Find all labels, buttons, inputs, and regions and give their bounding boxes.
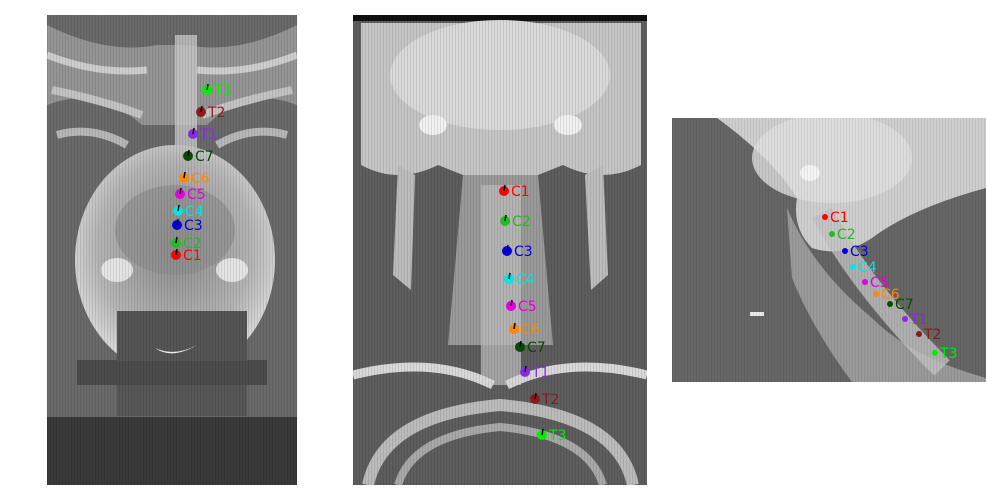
landmark-tick-t1 — [524, 365, 527, 373]
landmark-label-c2: C2 — [512, 214, 531, 230]
landmark-label-c3: C3 — [184, 218, 203, 234]
landmark-label-t1: T1 — [199, 127, 217, 143]
landmark-tick-c5 — [179, 187, 182, 195]
landmark-label-c4: C4 — [858, 260, 877, 276]
landmark-dot-c4 — [850, 264, 856, 270]
landmark-tick-c4 — [508, 272, 511, 280]
landmark-tick-c7 — [187, 149, 190, 157]
landmark-label-c5: C5 — [518, 299, 537, 315]
landmark-label-t3: T3 — [213, 83, 231, 99]
landmark-dot-c2 — [829, 231, 835, 237]
landmark-tick-c4 — [177, 204, 180, 212]
landmark-label-c6: C6 — [881, 287, 900, 303]
landmark-tick-c3 — [176, 218, 179, 226]
landmark-label-c2: C2 — [183, 236, 202, 252]
landmark-dot-c5 — [862, 279, 868, 285]
landmark-tick-c1 — [503, 184, 506, 192]
landmark-tick-t2 — [534, 392, 537, 400]
landmark-label-c1: C1 — [830, 210, 849, 226]
landmark-label-c7: C7 — [895, 297, 914, 313]
landmark-tick-t1 — [192, 127, 195, 135]
landmark-dot-c3 — [842, 248, 848, 254]
landmark-label-c3: C3 — [514, 244, 533, 260]
landmark-label-c6: C6 — [191, 171, 210, 187]
landmark-label-c6: C6 — [521, 322, 540, 338]
landmark-tick-t3 — [541, 428, 544, 436]
landmark-dot-t3 — [932, 350, 938, 356]
landmark-label-c4: C4 — [516, 272, 535, 288]
landmark-label-c3: C3 — [850, 244, 869, 260]
landmark-dot-t2 — [916, 331, 922, 337]
ct-view-coronal-front: C1 C2 C3 C4 C5 C6 C7 T1 T2 T3 — [353, 15, 647, 485]
landmark-label-c4: C4 — [185, 204, 204, 220]
ct-view-coronal-back: T3 T2 T1 C7 C6 C5 C4 C3 C2 C1 — [47, 15, 297, 485]
landmark-label-c2: C2 — [837, 227, 856, 243]
landmark-label-c1: C1 — [183, 248, 202, 264]
landmark-label-t2: T2 — [207, 105, 225, 121]
landmark-label-c5: C5 — [870, 275, 889, 291]
landmark-label-t1: T1 — [531, 365, 549, 381]
landmark-dot-c6 — [873, 291, 879, 297]
landmark-tick-c6 — [183, 171, 186, 179]
landmark-dot-t1 — [902, 316, 908, 322]
landmark-label-t2: T2 — [923, 327, 941, 343]
landmark-label-c5: C5 — [187, 187, 206, 203]
landmark-label-t3: T3 — [548, 428, 566, 444]
landmark-tick-c5 — [510, 299, 513, 307]
landmark-dot-c7 — [887, 301, 893, 307]
landmark-tick-c1 — [175, 248, 178, 256]
landmark-tick-c6 — [513, 322, 516, 330]
landmark-tick-c3 — [506, 244, 509, 252]
ct-view-sagittal: C1 C2 C3 C4 C5 C6 C7 T1 T2 T3 — [672, 118, 986, 382]
landmark-tick-c2 — [175, 236, 178, 244]
landmark-tick-c7 — [519, 340, 522, 348]
landmark-label-c1: C1 — [511, 184, 530, 200]
landmark-label-c7: C7 — [527, 340, 546, 356]
ct-render-coronal-front: C1 C2 C3 C4 C5 C6 C7 T1 T2 T3 — [353, 15, 647, 485]
landmark-label-t1: T1 — [909, 312, 927, 328]
landmark-tick-c2 — [504, 214, 507, 222]
landmark-label-t3: T3 — [939, 346, 957, 362]
landmark-tick-t3 — [206, 83, 209, 91]
landmark-label-t2: T2 — [541, 392, 559, 408]
landmark-dot-c1 — [822, 214, 828, 220]
landmark-label-c7: C7 — [195, 149, 214, 165]
landmark-tick-t2 — [200, 105, 203, 113]
